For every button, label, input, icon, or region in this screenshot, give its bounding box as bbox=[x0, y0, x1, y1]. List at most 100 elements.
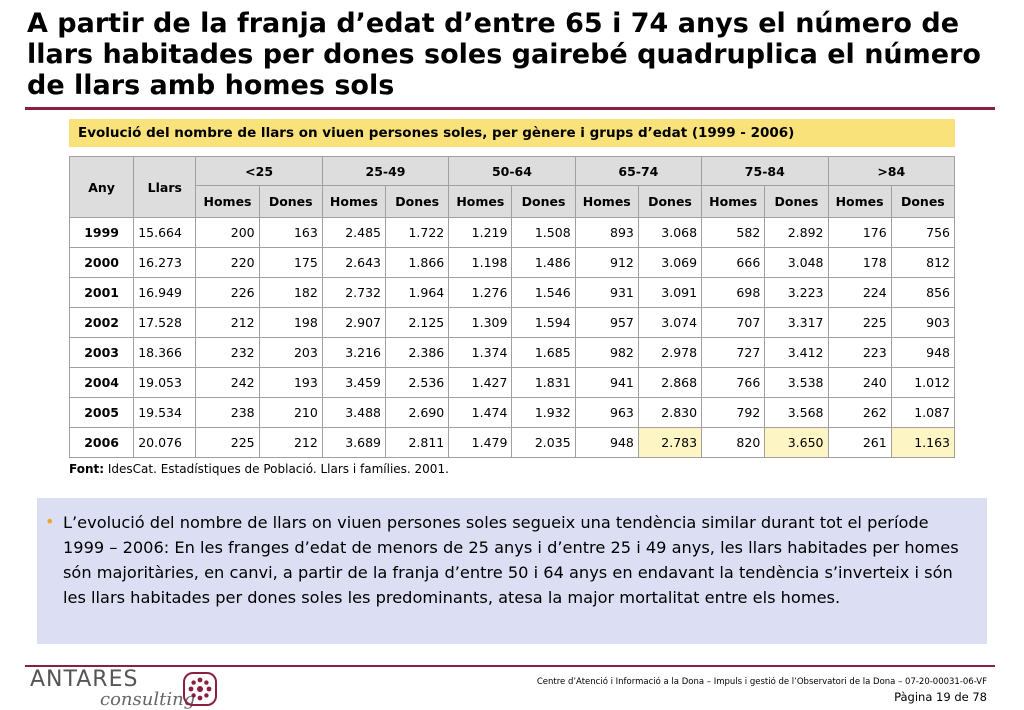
cell-value: 1.309 bbox=[448, 307, 513, 338]
header-age-group: 50-64 bbox=[448, 156, 576, 186]
cell-value: 707 bbox=[701, 307, 766, 338]
cell-value: 1.594 bbox=[511, 307, 576, 338]
cell-value: 178 bbox=[827, 247, 892, 278]
cell-llars: 16.273 bbox=[133, 247, 197, 278]
table-row: 2002 17.528 212 198 2.907 2.125 1.309 1.594 957 3… bbox=[68, 307, 956, 338]
cell-value: 1.831 bbox=[511, 367, 576, 398]
cell-year: 2006 bbox=[68, 427, 135, 458]
cell-value: 226 bbox=[195, 277, 260, 308]
cell-value: 176 bbox=[827, 217, 892, 248]
title-divider bbox=[25, 107, 995, 110]
logo-emblem-icon bbox=[183, 672, 217, 706]
cell-value: 3.488 bbox=[321, 397, 387, 428]
cell-value: 212 bbox=[195, 307, 260, 338]
data-table: Any Llars <25 25-49 50-64 65-74 75-84 >8… bbox=[68, 156, 956, 458]
header-dones: Dones bbox=[511, 185, 576, 218]
cell-value: 198 bbox=[258, 307, 323, 338]
cell-value: 175 bbox=[258, 247, 323, 278]
cell-value: 1.866 bbox=[385, 247, 450, 278]
header-homes: Homes bbox=[321, 185, 387, 218]
summary-text: L’evolució del nombre de llars on viuen … bbox=[63, 513, 959, 607]
cell-value: 3.689 bbox=[321, 427, 387, 458]
cell-value: 2.386 bbox=[385, 337, 450, 368]
cell-value: 3.223 bbox=[764, 277, 829, 308]
header-age-group: <25 bbox=[195, 156, 323, 186]
cell-value: 812 bbox=[890, 247, 956, 278]
cell-value: 698 bbox=[701, 277, 766, 308]
cell-value: 212 bbox=[258, 427, 323, 458]
cell-value: 261 bbox=[827, 427, 892, 458]
cell-value: 2.907 bbox=[321, 307, 387, 338]
cell-year: 2005 bbox=[68, 397, 135, 428]
cell-value: 1.276 bbox=[448, 277, 513, 308]
cell-value: 2.830 bbox=[637, 397, 703, 428]
cell-value: 225 bbox=[827, 307, 892, 338]
cell-value: 1.546 bbox=[511, 277, 576, 308]
cell-value: 2.811 bbox=[385, 427, 450, 458]
cell-value: 1.479 bbox=[448, 427, 513, 458]
cell-value: 3.216 bbox=[321, 337, 387, 368]
cell-value: 3.538 bbox=[764, 367, 829, 398]
cell-value: 2.643 bbox=[321, 247, 387, 278]
cell-value: 766 bbox=[701, 367, 766, 398]
cell-value: 756 bbox=[890, 217, 956, 248]
table-row: 2003 18.366 232 203 3.216 2.386 1.374 1.685 982 2… bbox=[68, 337, 956, 368]
table-row: 2006 20.076 225 212 3.689 2.811 1.479 2.035 948 2… bbox=[68, 427, 956, 458]
antares-logo: ANTARES consulting bbox=[30, 667, 195, 710]
cell-value: 232 bbox=[195, 337, 260, 368]
summary-box: • L’evolució del nombre de llars on viue… bbox=[37, 498, 987, 644]
cell-value: 220 bbox=[195, 247, 260, 278]
header-dones: Dones bbox=[637, 185, 703, 218]
cell-value: 893 bbox=[574, 217, 639, 248]
cell-value: 1.932 bbox=[511, 397, 576, 428]
cell-value: 3.069 bbox=[637, 247, 703, 278]
cell-value: 948 bbox=[574, 427, 639, 458]
cell-value: 2.732 bbox=[321, 277, 387, 308]
footer-info: Centre d’Atenció i Informació a la Dona … bbox=[536, 677, 987, 687]
table-body: 1999 15.664 200 163 2.485 1.722 1.219 1.508 893 3… bbox=[68, 217, 956, 458]
cell-value: 856 bbox=[890, 277, 956, 308]
table-row: 1999 15.664 200 163 2.485 1.722 1.219 1.508 893 3… bbox=[68, 217, 956, 248]
cell-value: 225 bbox=[195, 427, 260, 458]
cell-value: 957 bbox=[574, 307, 639, 338]
cell-year: 2002 bbox=[68, 307, 135, 338]
cell-value: 2.035 bbox=[511, 427, 576, 458]
bullet-icon: • bbox=[45, 512, 55, 531]
cell-value: 1.964 bbox=[385, 277, 450, 308]
cell-llars: 16.949 bbox=[133, 277, 197, 308]
header-age-group: 65-74 bbox=[574, 156, 703, 186]
cell-value: 193 bbox=[258, 367, 323, 398]
cell-llars: 19.053 bbox=[133, 367, 197, 398]
cell-value: 3.412 bbox=[764, 337, 829, 368]
cell-value: 1.198 bbox=[448, 247, 513, 278]
cell-value: 210 bbox=[258, 397, 323, 428]
table-row: 2000 16.273 220 175 2.643 1.866 1.198 1.486 912 3… bbox=[68, 247, 956, 278]
cell-value: 941 bbox=[574, 367, 639, 398]
cell-value: 820 bbox=[701, 427, 766, 458]
cell-value: 224 bbox=[827, 277, 892, 308]
cell-value: 200 bbox=[195, 217, 260, 248]
page-title: A partir de la franja d’edat d’entre 65 … bbox=[27, 8, 981, 101]
cell-value: 3.048 bbox=[764, 247, 829, 278]
cell-value: 963 bbox=[574, 397, 639, 428]
logo-bottom-text: consulting bbox=[100, 689, 196, 710]
cell-value: 1.685 bbox=[511, 337, 576, 368]
cell-value: 982 bbox=[574, 337, 639, 368]
cell-value: 240 bbox=[827, 367, 892, 398]
header-age-group: 75-84 bbox=[701, 156, 829, 186]
cell-value: 903 bbox=[890, 307, 956, 338]
header-dones: Dones bbox=[385, 185, 450, 218]
page-number: Pàgina 19 de 78 bbox=[894, 690, 987, 704]
cell-year: 2004 bbox=[68, 367, 135, 398]
cell-value: 1.508 bbox=[511, 217, 576, 248]
cell-value: 2.125 bbox=[385, 307, 450, 338]
cell-value: 727 bbox=[701, 337, 766, 368]
cell-value: 1.219 bbox=[448, 217, 513, 248]
source-note: Font: IdesCat. Estadístiques de Població… bbox=[69, 462, 449, 476]
cell-value: 163 bbox=[258, 217, 323, 248]
header-llars: Llars bbox=[133, 156, 197, 218]
cell-year: 1999 bbox=[68, 217, 135, 248]
cell-value: 3.568 bbox=[764, 397, 829, 428]
cell-value: 242 bbox=[195, 367, 260, 398]
logo-top-text: ANTARES bbox=[30, 667, 139, 692]
